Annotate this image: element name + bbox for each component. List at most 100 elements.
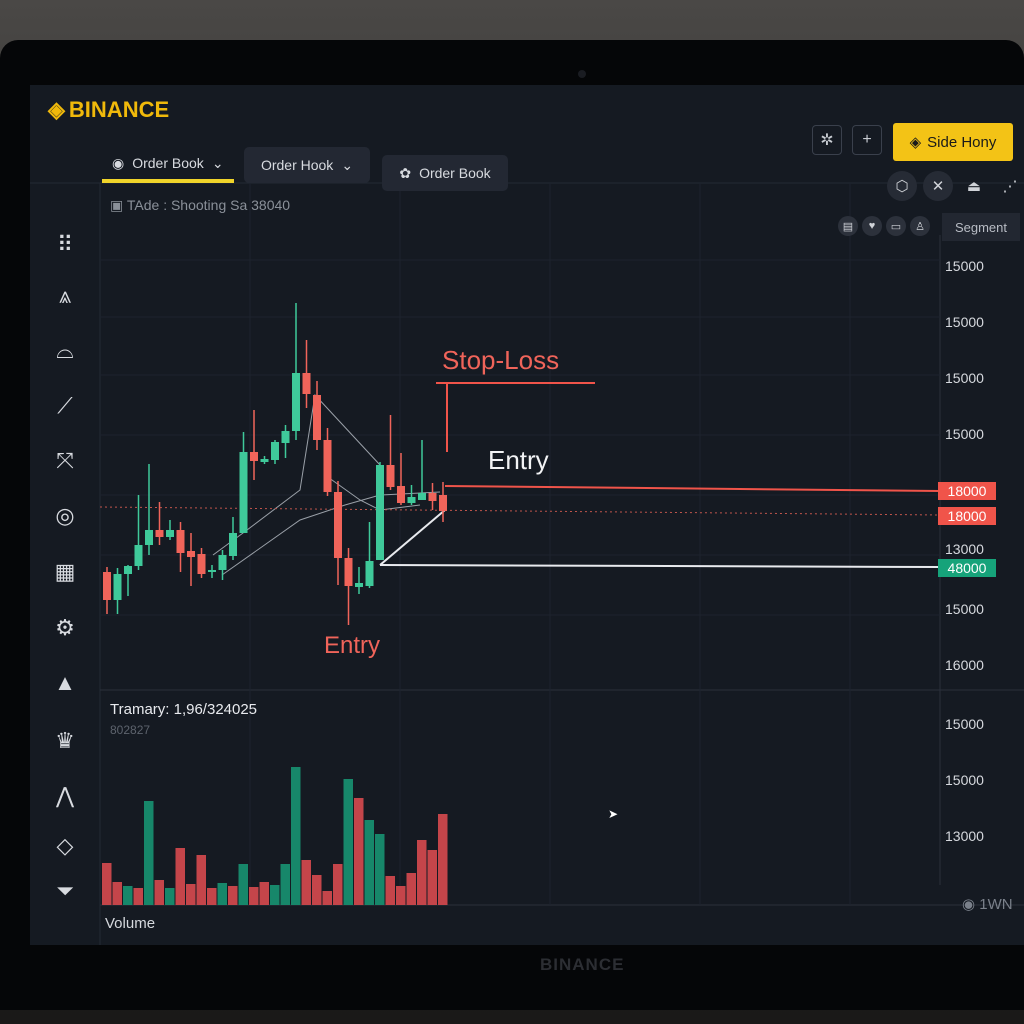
globe-icon: ◉ (962, 896, 980, 913)
volume-bar (301, 860, 311, 905)
volume-bar (396, 886, 406, 905)
price-axis-label: 15000 (945, 426, 984, 442)
plus-icon: + (862, 131, 872, 148)
candle-body (166, 530, 174, 537)
candle-body (176, 530, 185, 553)
doc-icon[interactable]: ▤ (838, 216, 858, 236)
volume-axis-label: 15000 (945, 716, 984, 732)
volume-bar (354, 798, 364, 905)
candle-body (418, 493, 426, 500)
gear-icon: ✲ (820, 132, 834, 149)
chart-title: ▣ TAde : Shooting Sa 38040 (110, 197, 290, 214)
tab-label: Order Book (132, 155, 204, 171)
crown-icon[interactable]: ♛ (55, 728, 75, 753)
price-axis-label: 15000 (945, 258, 984, 274)
volume-bar (186, 884, 196, 905)
footer-right[interactable]: ◉ 1WN (962, 895, 1013, 913)
binance-logo[interactable]: ◈ BINANCE (48, 97, 169, 123)
candle-body (113, 574, 122, 600)
tray-icon[interactable]: ⌓ (56, 338, 74, 363)
volume-bar (270, 885, 280, 905)
hexagon-icon[interactable]: ⬡ (887, 171, 917, 201)
volume-bar (322, 891, 332, 905)
stop-loss-line (444, 485, 941, 492)
candle-body (313, 395, 321, 440)
add-button[interactable]: + (852, 125, 882, 155)
segment-button[interactable]: Segment (942, 213, 1020, 241)
cta-label: Side Hony (927, 133, 997, 151)
entry-label: Entry (488, 445, 549, 475)
entry-line (379, 564, 941, 568)
candle-body (386, 465, 395, 487)
funnel-icon[interactable]: ⏷ (56, 878, 74, 903)
candle-body (218, 555, 227, 570)
tab-order-book[interactable]: ◉ Order Book ⌄ (102, 147, 234, 183)
current-price-line (99, 506, 941, 516)
volume-bar (102, 863, 112, 905)
candle-body (208, 570, 216, 572)
volume-bar (249, 887, 259, 905)
price-axis-label: 15000 (945, 601, 984, 617)
volume-bar (406, 873, 416, 905)
volume-bar (217, 883, 227, 905)
candle-body (292, 373, 300, 431)
pattern-icon[interactable]: ⩓ (58, 283, 72, 308)
volume-axis-label: 15000 (945, 772, 984, 788)
tab-label: Order Hook (260, 157, 334, 173)
entry-diagonal (379, 509, 446, 566)
trend-line (221, 491, 441, 576)
trading-screen: ◈ BINANCE ◉ Order Book ⌄ Order Hook ⌄ ✿ Order… (30, 85, 1024, 945)
volume-bar (238, 864, 248, 905)
volume-bar (259, 882, 269, 905)
volume-bar (280, 864, 290, 905)
more-icon[interactable]: ⋰ (1002, 178, 1018, 195)
mountain-icon[interactable]: ⋀ (55, 783, 75, 808)
candle-body (250, 452, 258, 461)
tab-order-hook[interactable]: Order Hook ⌄ (244, 147, 370, 183)
volume-bar (154, 880, 164, 905)
lock-icon[interactable]: ⏏ (966, 178, 982, 195)
webcam (578, 70, 586, 78)
volume-bar (427, 850, 437, 905)
candle-body (323, 440, 332, 492)
candle-body (187, 551, 195, 557)
volume-bar (417, 840, 427, 905)
settings-button[interactable]: ✲ (812, 125, 842, 155)
heart-icon[interactable]: ♥ (862, 216, 882, 236)
volume-bar (364, 820, 374, 905)
bezel-logo: BINANCE (540, 955, 625, 974)
tab-order-book-2[interactable]: ✿ Order Book (382, 155, 508, 191)
person-icon[interactable]: ♙ (910, 216, 930, 236)
volume-bar (196, 855, 206, 905)
binance-diamond-icon: ◈ (48, 97, 65, 122)
screen-icon[interactable]: ▭ (886, 216, 906, 236)
candle-body (407, 497, 416, 503)
volume-bar (133, 888, 143, 905)
entry-label-bottom: Entry (324, 632, 381, 659)
volume-label: Volume (105, 915, 156, 932)
candle-body (439, 495, 447, 511)
calendar-icon[interactable]: ▦ (54, 559, 76, 584)
volume-bar (144, 801, 154, 905)
cluster-icon: ✿ (399, 164, 412, 181)
chevron-down-icon: ⌄ (341, 156, 354, 173)
expand-icon[interactable]: ⤧ (56, 448, 74, 473)
volume-bar (438, 814, 448, 905)
candle-body (281, 431, 290, 443)
triangle-icon[interactable]: ▲ (54, 670, 76, 695)
mouse-cursor-icon: ➤ (608, 807, 619, 821)
chart-canvas[interactable] (30, 85, 1024, 945)
target-icon[interactable]: ◎ (55, 503, 75, 528)
grid-icon[interactable]: ⠿ (56, 232, 74, 257)
diamond-icon: ◈ (909, 134, 922, 151)
side-hony-button[interactable]: ◈ Side Hony (893, 123, 1013, 161)
candle-body (145, 530, 153, 545)
badge-icon[interactable]: ⚙ (55, 615, 75, 640)
price-axis-label: 13000 (945, 541, 984, 557)
candle-body (376, 465, 384, 560)
crosshair-icon[interactable]: ✕ (923, 171, 953, 201)
entry-price-tag: 48000 (938, 559, 996, 577)
volume-axis-label: 13000 (945, 828, 984, 844)
diamond-icon[interactable]: ◇ (56, 833, 74, 858)
pen-icon[interactable]: ⟋ (57, 393, 73, 418)
